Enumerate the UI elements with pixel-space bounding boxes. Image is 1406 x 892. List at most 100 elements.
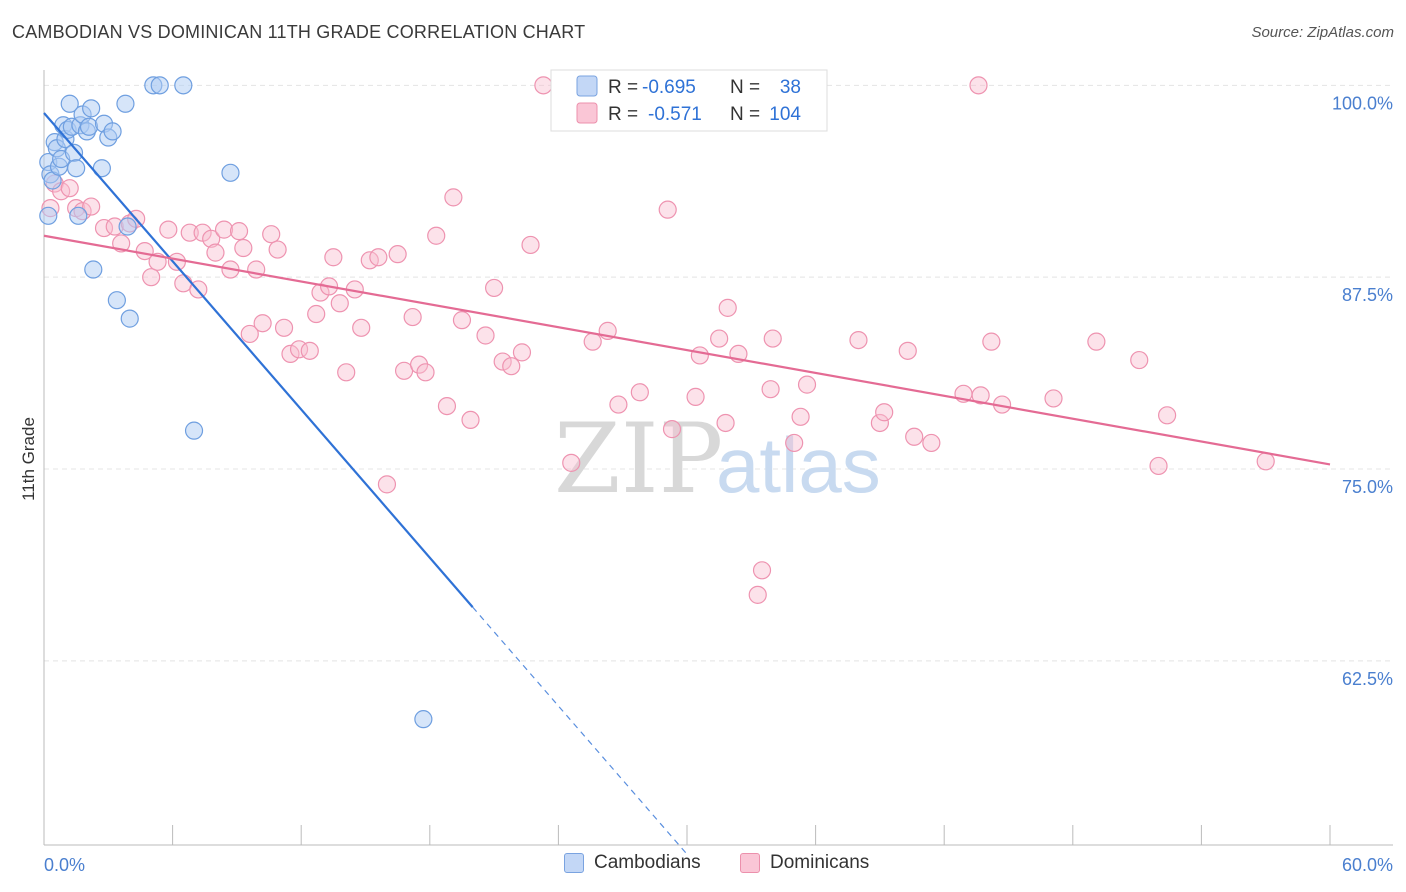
- cambodian-point: [221, 163, 240, 182]
- legend-n-label-1: N =: [730, 77, 760, 98]
- dominican-point: [159, 220, 178, 239]
- dominican-point: [521, 235, 540, 255]
- trend-lines: [43, 112, 1331, 855]
- dominican-point: [512, 343, 532, 362]
- dominican-point: [630, 383, 649, 402]
- dominican-point: [403, 307, 422, 327]
- dominican-point: [686, 387, 705, 406]
- dominican-point: [274, 318, 294, 337]
- dominican-point: [898, 341, 917, 360]
- dominican-point: [752, 561, 772, 580]
- legend-item-dominicans[interactable]: Dominicans: [740, 852, 869, 874]
- dominican-point: [797, 375, 817, 394]
- dominican-point: [971, 386, 990, 405]
- dominican-point: [1130, 350, 1149, 370]
- dominican-point: [268, 240, 287, 259]
- dominican-point: [388, 245, 407, 264]
- watermark-atlas: atlas: [716, 421, 881, 509]
- dominican-point: [229, 222, 249, 241]
- axes: 62.5% 75.0% 87.5% 100.0%: [43, 70, 1393, 846]
- dominican-point: [485, 278, 504, 298]
- dominican-point: [922, 433, 941, 453]
- dominican-point: [493, 352, 512, 371]
- dominican-point: [416, 363, 435, 382]
- cambodian-point: [60, 94, 79, 113]
- legend-r-value-2: -0.571: [648, 104, 702, 125]
- dominican-point: [763, 329, 782, 348]
- cambodians-trend-line: [43, 112, 474, 608]
- legend-label-dominicans: Dominicans: [770, 852, 870, 873]
- dominican-point: [300, 341, 319, 360]
- cambodian-point: [69, 206, 88, 225]
- dominican-point: [281, 344, 300, 364]
- y-tick-label: 87.5%: [1342, 285, 1393, 305]
- dominican-point: [1256, 452, 1275, 471]
- dominican-point: [142, 268, 161, 287]
- dominican-point: [324, 248, 343, 267]
- dominican-point: [337, 363, 356, 382]
- dominican-point: [461, 410, 480, 430]
- x-tick-label-max: 60.0%: [1342, 855, 1393, 875]
- y-tick-label: 75.0%: [1342, 477, 1393, 497]
- dominicans-trend-line: [43, 234, 1331, 466]
- correlation-legend: R = -0.695 N = 38 R = -0.571 N = 104: [550, 69, 828, 132]
- dominican-point: [82, 197, 101, 216]
- dominican-point: [444, 188, 463, 207]
- dominican-point: [982, 332, 1001, 351]
- legend-n-value-1: 38: [780, 77, 801, 98]
- cambodian-point: [414, 710, 433, 729]
- dominican-point: [748, 585, 767, 604]
- dominican-point: [369, 248, 388, 267]
- dominican-point: [870, 413, 890, 433]
- dominican-point: [905, 427, 924, 446]
- dominican-point: [718, 298, 737, 317]
- dominican-point: [710, 329, 729, 348]
- cambodians-trend-extension: [472, 606, 688, 855]
- dominican-point: [785, 433, 804, 453]
- dominican-point: [662, 420, 682, 439]
- dominican-point: [234, 238, 253, 258]
- x-tick-label-min: 0.0%: [44, 855, 85, 875]
- dominican-point: [1044, 389, 1063, 408]
- legend-r-label-1: R =: [608, 77, 638, 98]
- legend-item-cambodians[interactable]: Cambodians: [564, 852, 701, 874]
- dominican-point: [437, 396, 457, 416]
- cambodian-point: [150, 76, 169, 95]
- dominican-point: [427, 226, 446, 245]
- dominican-point: [761, 380, 780, 399]
- dominican-point: [214, 220, 234, 239]
- cambodians-points: [39, 76, 433, 729]
- dominican-point: [206, 243, 225, 262]
- cambodian-point: [116, 94, 135, 113]
- gridlines: [44, 84, 1393, 662]
- watermark: ZIP atlas: [554, 403, 881, 515]
- dominican-point: [849, 330, 868, 350]
- dominican-point: [502, 357, 521, 376]
- cambodian-point: [79, 117, 99, 136]
- dominican-point: [534, 76, 553, 95]
- series-legend: Cambodians Dominicans: [0, 852, 1406, 876]
- dominican-point: [60, 179, 79, 198]
- watermark-zip: ZIP: [554, 403, 723, 515]
- dominican-point: [240, 324, 259, 344]
- cambodian-point: [118, 217, 137, 236]
- dominican-point: [658, 200, 677, 219]
- dominican-point: [253, 314, 272, 333]
- dominican-point: [352, 318, 371, 337]
- source-label: Source: ZipAtlas.com: [1251, 24, 1394, 41]
- cambodian-point: [82, 99, 101, 118]
- dominicans-swatch: [740, 853, 760, 873]
- dominican-point: [307, 304, 326, 324]
- legend-swatch-dominicans: [576, 102, 598, 124]
- y-tick-label: 62.5%: [1342, 669, 1393, 689]
- dominican-point: [791, 407, 810, 426]
- chart-title: CAMBODIAN VS DOMINICAN 11TH GRADE CORREL…: [12, 22, 586, 42]
- dominican-point: [1149, 456, 1168, 476]
- dominican-point: [180, 223, 199, 242]
- cambodians-swatch: [564, 853, 584, 873]
- dominican-point: [716, 413, 735, 433]
- dominican-point: [452, 311, 472, 330]
- cambodian-point: [103, 122, 122, 141]
- y-axis-label: 11th Grade: [19, 417, 38, 501]
